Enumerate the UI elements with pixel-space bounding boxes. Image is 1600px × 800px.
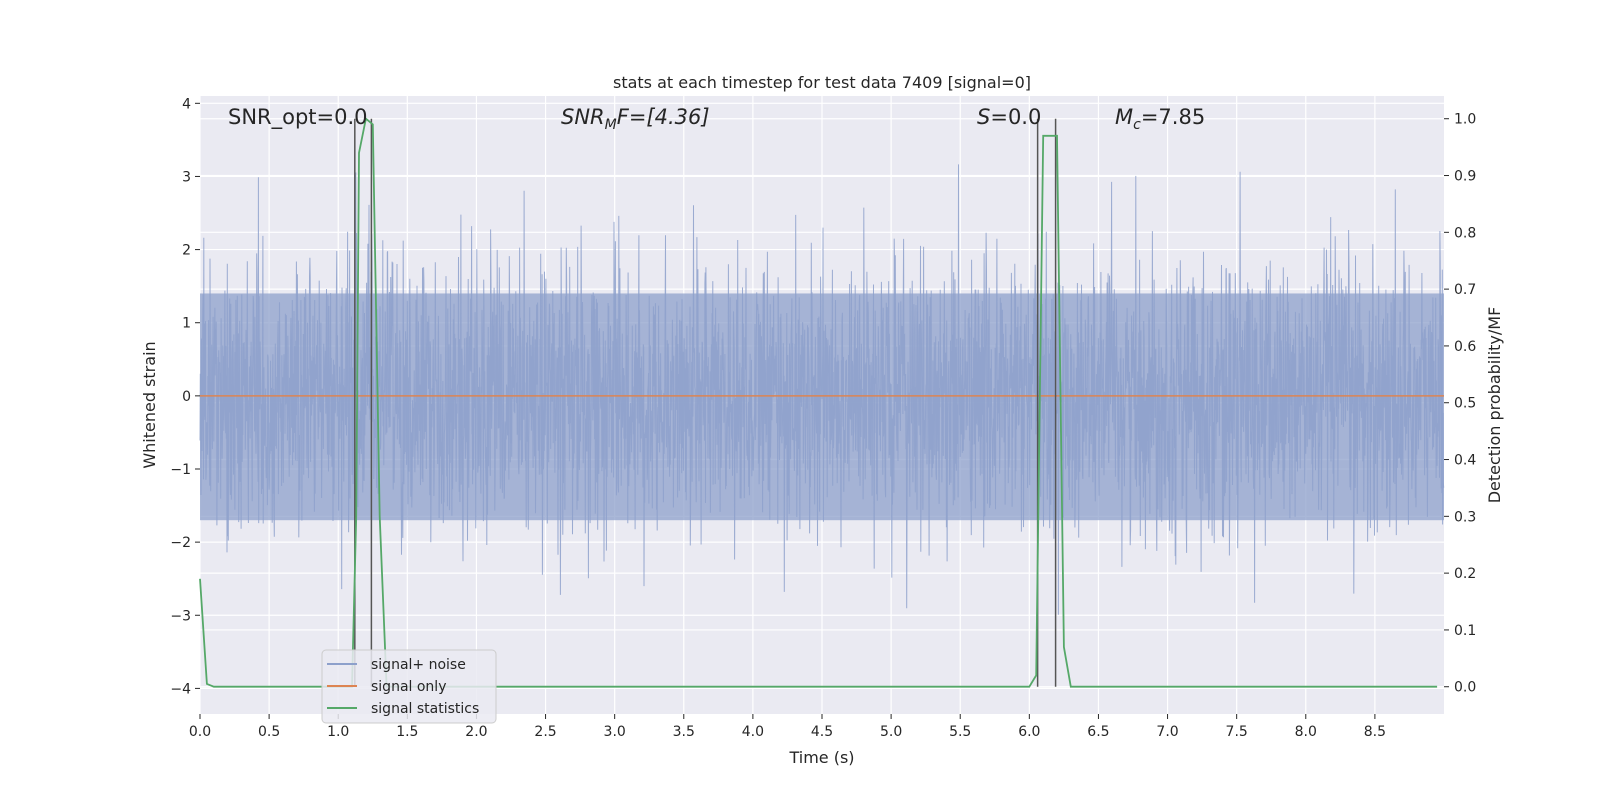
legend-label-signal-only: signal only bbox=[371, 679, 446, 695]
y-left-tick-label: −2 bbox=[170, 535, 191, 551]
y-right-tick-label: 0.1 bbox=[1454, 623, 1476, 639]
x-tick-label: 8.0 bbox=[1295, 724, 1317, 740]
x-tick-label: 0.0 bbox=[189, 724, 211, 740]
y-right-tick-label: 0.8 bbox=[1454, 225, 1476, 241]
x-axis-label: Time (s) bbox=[788, 748, 854, 767]
x-tick-label: 2.0 bbox=[465, 724, 487, 740]
annotation-mc: Mc=7.85 bbox=[1115, 105, 1205, 133]
x-tick-label: 4.0 bbox=[742, 724, 764, 740]
y-right-tick-label: 0.5 bbox=[1454, 396, 1476, 412]
annotation-snr-mf-sub: M bbox=[605, 117, 617, 133]
annotation-snr-opt: SNR_opt=0.0 bbox=[228, 105, 368, 130]
x-tick-label: 8.5 bbox=[1364, 724, 1386, 740]
annotation-mc-rest: =7.85 bbox=[1141, 105, 1205, 129]
x-tick-label: 1.5 bbox=[396, 724, 418, 740]
y-right-axis-ticks: 1.0 0.9 0.8 0.7 0.6 0.5 0.4 0.3 0.2 0.1 0.0 bbox=[1444, 112, 1476, 696]
annotation-snr-mf-rest-text: F=[4.36] bbox=[617, 105, 710, 129]
x-tick-label: 1.0 bbox=[327, 724, 349, 740]
y-left-axis-label: Whitened strain bbox=[140, 341, 159, 468]
x-tick-label: 4.5 bbox=[811, 724, 833, 740]
annotation-s: S=0.0 bbox=[977, 105, 1041, 129]
y-left-tick-label: 1 bbox=[182, 316, 191, 332]
y-right-tick-label: 0.3 bbox=[1454, 509, 1476, 525]
x-tick-label: 7.0 bbox=[1156, 724, 1178, 740]
annotation-s-main: S bbox=[977, 105, 990, 129]
x-tick-label: 7.5 bbox=[1226, 724, 1248, 740]
chart-title: stats at each timestep for test data 740… bbox=[613, 73, 1031, 92]
legend-box bbox=[321, 649, 497, 724]
y-right-tick-label: 0.6 bbox=[1454, 339, 1476, 355]
annotation-snr-mf: SNRMF=[4.36] bbox=[561, 105, 710, 133]
x-tick-label: 5.5 bbox=[949, 724, 971, 740]
x-tick-label: 5.0 bbox=[880, 724, 902, 740]
y-right-tick-label: 0.7 bbox=[1454, 282, 1476, 298]
y-left-axis-ticks: 4 3 2 1 0 −1 −2 −3 −4 bbox=[170, 96, 200, 697]
y-left-tick-label: −3 bbox=[170, 608, 191, 624]
x-tick-label: 6.0 bbox=[1018, 724, 1040, 740]
y-right-tick-label: 0.0 bbox=[1454, 680, 1476, 696]
x-axis-ticks: 0.0 0.5 1.0 1.5 2.0 2.5 3.0 3.5 4.0 4.5 5.0 5.5 6.0 6… bbox=[189, 714, 1386, 740]
x-tick-label: 0.5 bbox=[258, 724, 280, 740]
series-signal-plus-noise bbox=[199, 164, 1445, 615]
legend: signal+ noise signal only signal statist… bbox=[321, 649, 497, 724]
y-right-axis-label: Detection probability/MF bbox=[1485, 307, 1504, 504]
x-tick-label: 6.5 bbox=[1087, 724, 1109, 740]
y-right-tick-label: 0.9 bbox=[1454, 169, 1476, 185]
y-right-tick-label: 0.4 bbox=[1454, 453, 1476, 469]
y-left-tick-label: 0 bbox=[182, 389, 191, 405]
x-tick-label: 3.5 bbox=[673, 724, 695, 740]
noise-trace bbox=[199, 164, 1445, 615]
y-left-tick-label: 3 bbox=[182, 169, 191, 185]
legend-label-signal-plus-noise: signal+ noise bbox=[371, 657, 466, 673]
y-right-tick-label: 1.0 bbox=[1454, 112, 1476, 128]
annotation-s-rest: =0.0 bbox=[990, 105, 1041, 129]
annotation-mc-sub: c bbox=[1133, 117, 1141, 133]
annotation-snr-mf-main: SNR bbox=[561, 105, 605, 129]
x-tick-label: 2.5 bbox=[534, 724, 556, 740]
y-left-tick-label: 2 bbox=[182, 243, 191, 259]
annotation-snr-mf-rest: F=[4.36] bbox=[617, 105, 710, 129]
x-tick-label: 3.0 bbox=[604, 724, 626, 740]
y-left-tick-label: −1 bbox=[170, 462, 191, 478]
y-left-tick-label: 4 bbox=[182, 96, 191, 112]
y-left-tick-label: −4 bbox=[170, 681, 191, 697]
annotation-mc-main: M bbox=[1115, 105, 1133, 129]
legend-label-signal-statistics: signal statistics bbox=[371, 701, 479, 717]
y-right-tick-label: 0.2 bbox=[1454, 566, 1476, 582]
